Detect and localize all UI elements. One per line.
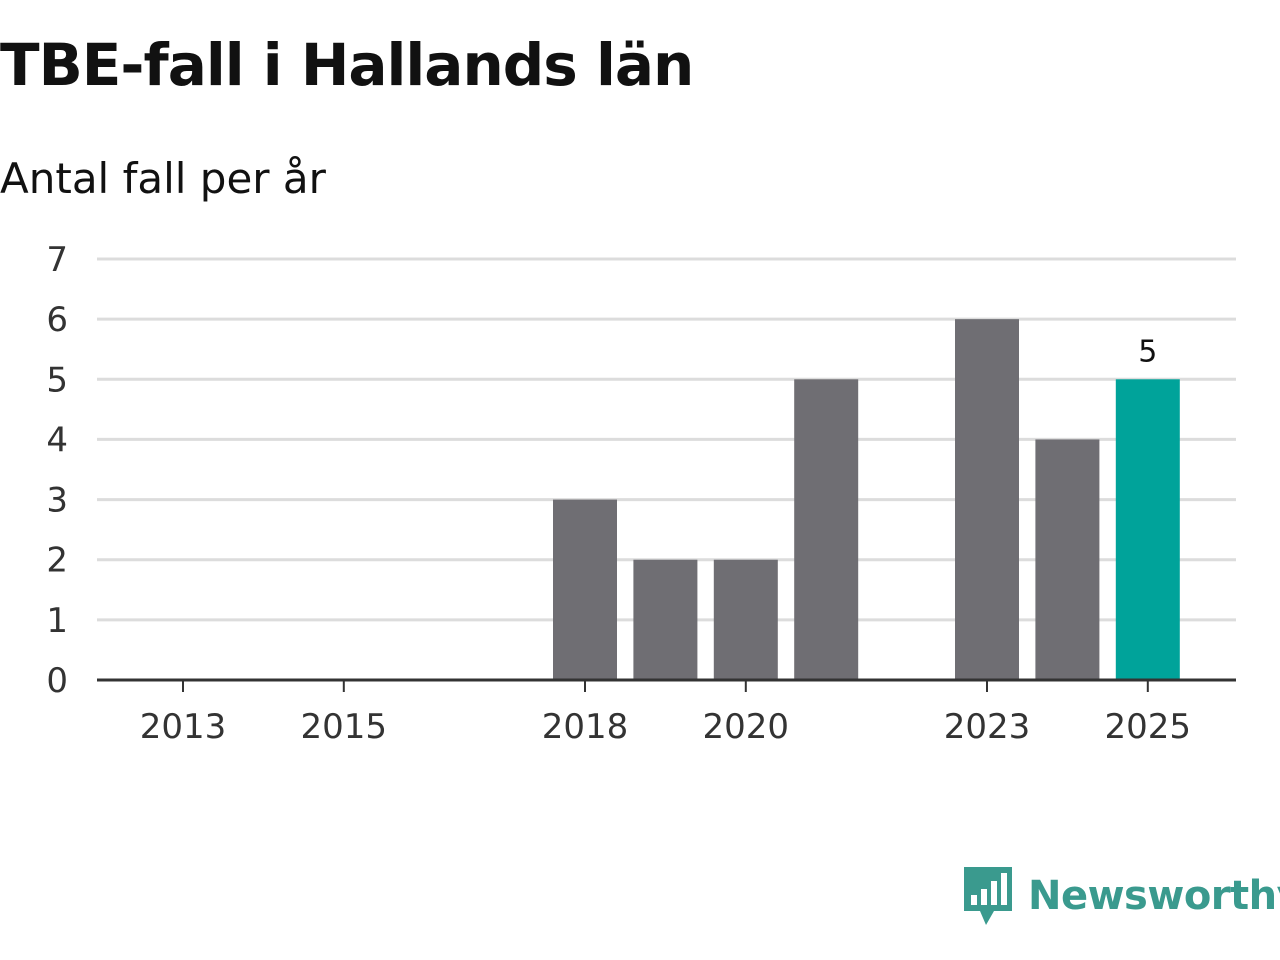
x-tick-label: 2023 bbox=[944, 707, 1031, 747]
chart-title: TBE-fall i Hallands län bbox=[0, 31, 694, 99]
x-tick-label: 2020 bbox=[703, 707, 790, 747]
y-tick-label: 3 bbox=[46, 481, 68, 521]
bar bbox=[1035, 439, 1100, 680]
chart-subtitle: Antal fall per år bbox=[0, 154, 326, 203]
bar bbox=[553, 499, 617, 680]
y-tick-label: 2 bbox=[46, 541, 68, 581]
data-label: 5 bbox=[1138, 334, 1157, 369]
logo-text: Newsworthy bbox=[1028, 873, 1280, 919]
y-tick-label: 6 bbox=[46, 300, 68, 340]
newsworthy-logo: Newsworthy bbox=[962, 864, 1280, 928]
y-tick-label: 5 bbox=[46, 360, 68, 400]
x-tick-label: 2015 bbox=[301, 707, 388, 747]
bars bbox=[553, 319, 1180, 680]
bar bbox=[955, 319, 1019, 680]
y-tick-label: 4 bbox=[46, 420, 68, 460]
bar bbox=[794, 379, 859, 680]
y-tick-label: 1 bbox=[46, 601, 68, 641]
bar bbox=[633, 559, 698, 680]
bar-highlight bbox=[1115, 379, 1180, 680]
bar bbox=[713, 559, 778, 680]
x-tick-label: 2018 bbox=[542, 707, 629, 747]
x-tick-label: 2013 bbox=[140, 707, 227, 747]
y-tick-label: 7 bbox=[46, 240, 68, 280]
y-tick-label: 0 bbox=[46, 661, 68, 701]
x-tick-label: 2025 bbox=[1105, 707, 1192, 747]
x-axis bbox=[97, 678, 1236, 692]
labels: 0 1 2 3 4 5 6 7 5 2013 2015 2018 2020 2023 2025 bbox=[46, 240, 1191, 747]
newsworthy-bar-chart-icon bbox=[964, 867, 1012, 925]
